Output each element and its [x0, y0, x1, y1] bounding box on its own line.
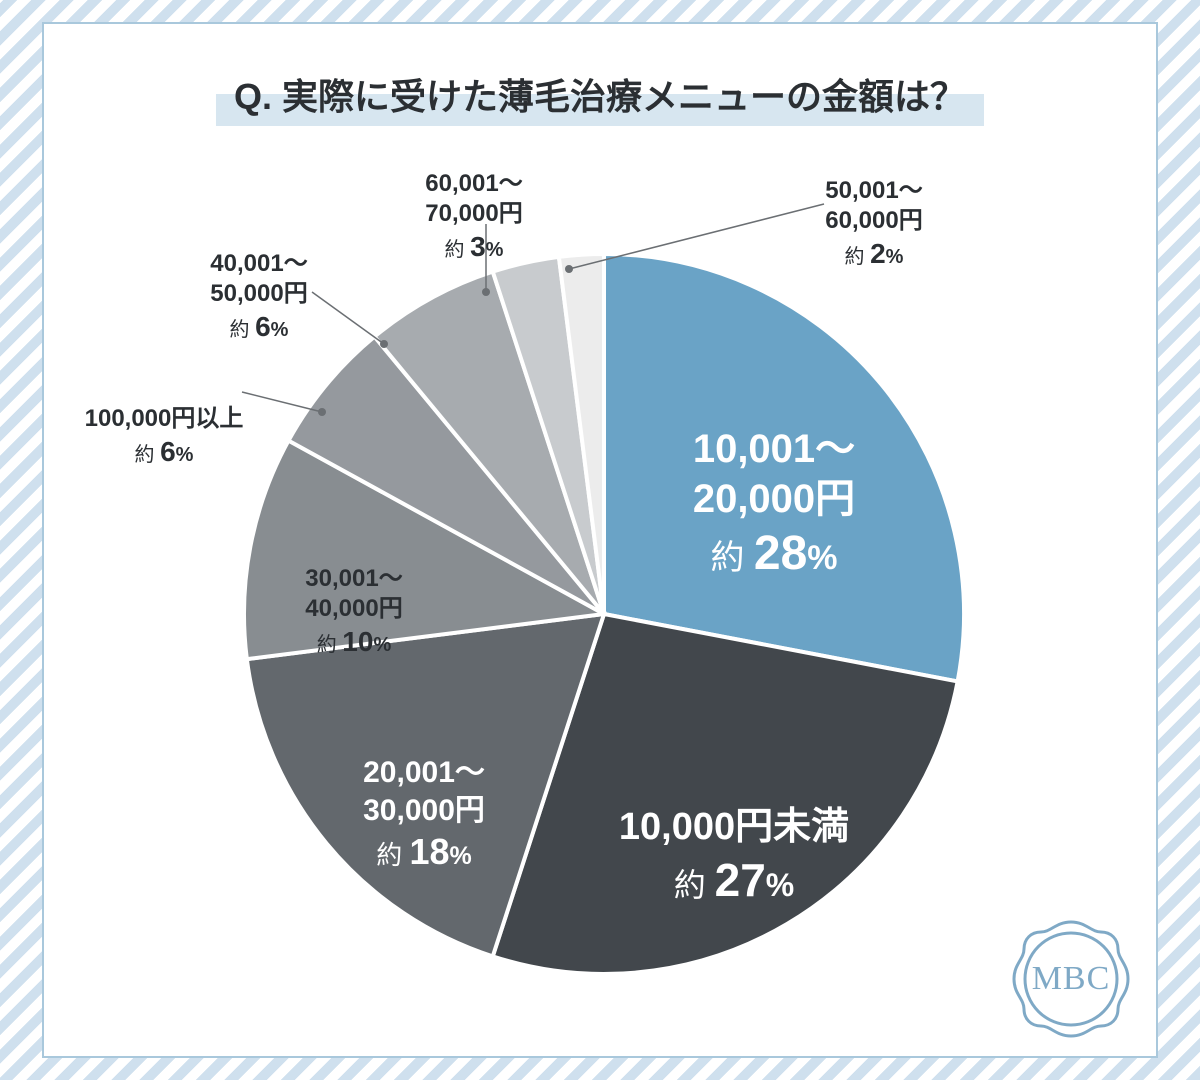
page-root: Q. 実際に受けた薄毛治療メニューの金額は？ 10,001～20,000円約 2…: [0, 0, 1200, 1080]
title-text: Q. 実際に受けた薄毛治療メニューの金額は？: [216, 68, 984, 126]
title: Q. 実際に受けた薄毛治療メニューの金額は？: [216, 68, 984, 126]
slice-label-s3: 20,001～30,000円約 18%: [363, 754, 485, 874]
slice-label-s1: 10,001～20,000円約 28%: [693, 424, 855, 584]
slice-label-s4: 30,001～40,000円約 10%: [305, 564, 402, 659]
slice-label-s8: 50,001～60,000円約 2%: [825, 176, 922, 271]
slice-label-s6: 40,001～50,000円約 6%: [210, 249, 307, 344]
slice-label-s5: 100,000円以上約 6%: [85, 404, 244, 469]
content-card: Q. 実際に受けた薄毛治療メニューの金額は？ 10,001～20,000円約 2…: [42, 22, 1158, 1058]
logo-text: MBC: [1032, 960, 1111, 998]
slice-label-s7: 60,001～70,000円約 3%: [425, 169, 522, 264]
slice-label-s2: 10,000円未満約 27%: [619, 804, 849, 909]
pie-chart: 10,001～20,000円約 28% 10,000円未満約 27% 20,001～…: [44, 144, 1156, 1044]
brand-logo: MBC: [1006, 914, 1136, 1044]
